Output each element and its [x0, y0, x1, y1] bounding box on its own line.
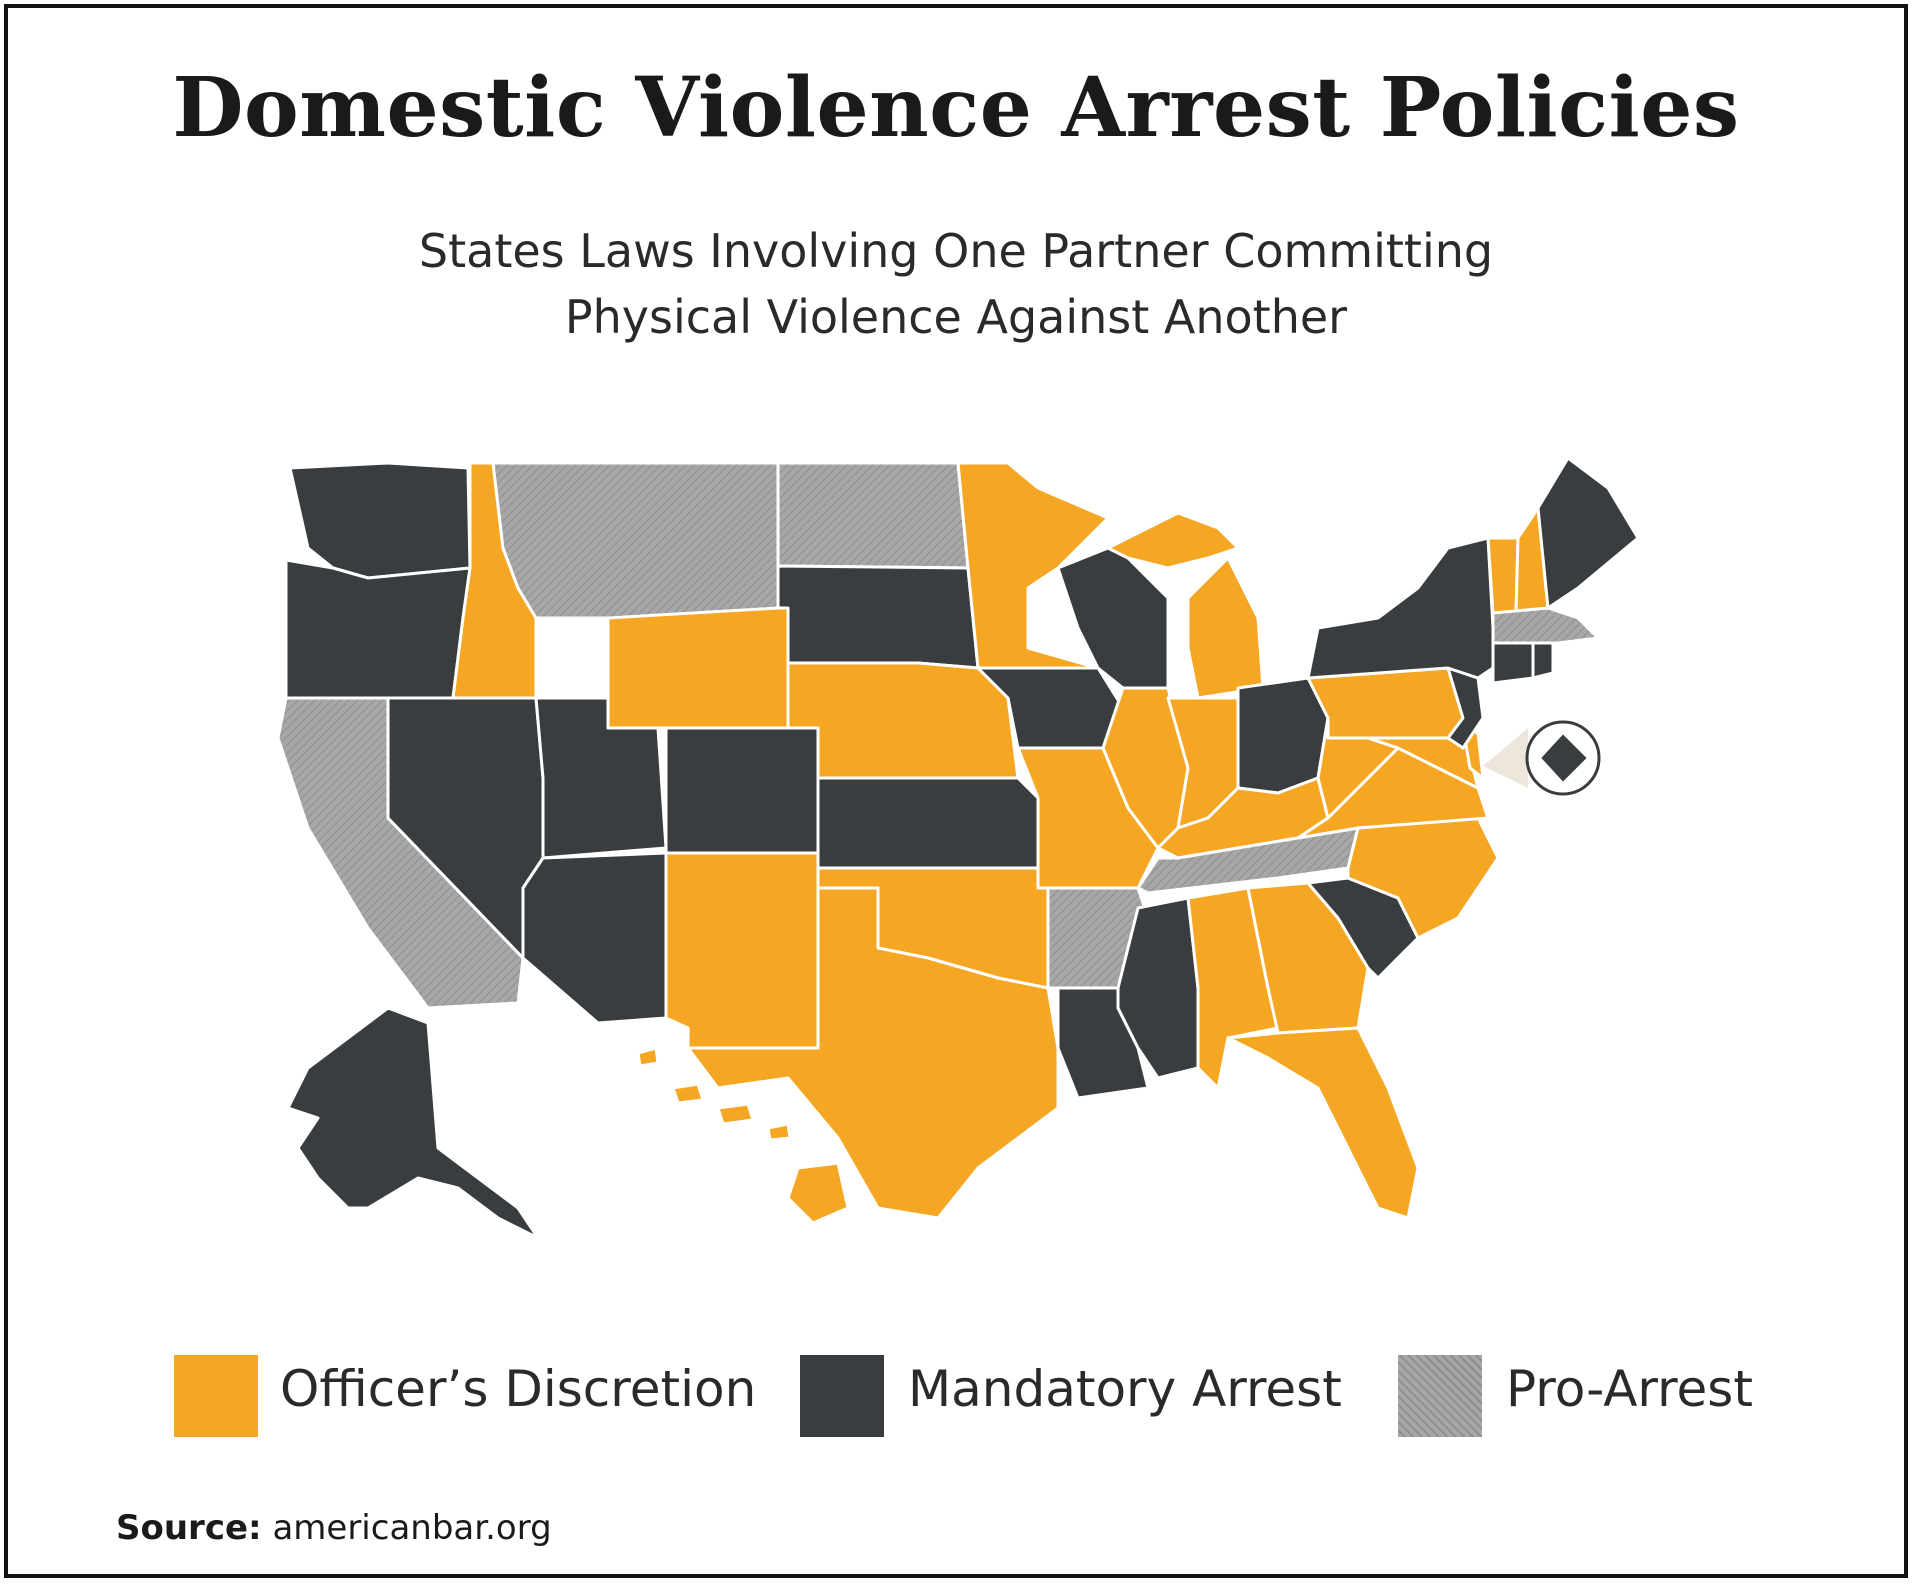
state-DC [1538, 731, 1590, 785]
state-MN [956, 461, 1110, 670]
us-map [278, 456, 1640, 1238]
state-MT [491, 461, 780, 620]
source-line: Source: americanbar.org [116, 1508, 552, 1548]
source-label: Source: [116, 1508, 262, 1548]
state-HI-5 [786, 1161, 850, 1225]
legend-label-officers-discretion: Officer’s Discretion [280, 1360, 757, 1418]
state-TX [686, 886, 1060, 1220]
state-NM [664, 851, 820, 1050]
state-FL [1226, 1026, 1420, 1220]
state-AK [286, 1006, 540, 1238]
state-HI-4 [766, 1122, 792, 1142]
state-CO [664, 726, 820, 855]
state-ME [1536, 456, 1640, 610]
page-title: Domestic Violence Arrest Policies [172, 60, 1740, 156]
state-MA [1491, 606, 1600, 645]
state-WA [288, 461, 472, 580]
legend-label-mandatory-arrest: Mandatory Arrest [908, 1360, 1342, 1418]
state-HI-2 [671, 1082, 705, 1105]
state-OR [284, 558, 472, 700]
state-WY [606, 606, 790, 730]
state-HI-3 [716, 1102, 755, 1126]
state-VT [1486, 536, 1520, 615]
state-KS [816, 776, 1040, 870]
legend-swatch-officers-discretion [174, 1355, 258, 1437]
infographic-frame: Domestic Violence Arrest Policies States… [4, 4, 1908, 1578]
legend-label-pro-arrest: Pro-Arrest [1506, 1360, 1753, 1418]
source-text: americanbar.org [272, 1508, 552, 1548]
subtitle-line-1: States Laws Involving One Partner Commit… [418, 224, 1494, 278]
state-UT [534, 696, 668, 860]
dc-callout [1483, 720, 1601, 796]
state-CT [1491, 641, 1535, 685]
state-RI [1531, 641, 1555, 680]
state-HI-1 [636, 1046, 660, 1068]
legend-swatch-pro-arrest [1398, 1355, 1482, 1437]
state-MI [1186, 556, 1265, 700]
state-ND [776, 461, 970, 570]
state-OH [1236, 676, 1330, 795]
subtitle-line-2: Physical Violence Against Another [564, 290, 1348, 344]
state-NE [786, 661, 1020, 780]
state-MI-UP [1106, 511, 1240, 570]
state-SD [776, 564, 980, 670]
state-PA [1306, 666, 1465, 740]
state-AZ [521, 851, 668, 1025]
subtitle: States Laws Involving One Partner Commit… [8, 218, 1904, 350]
dc-callout-beam [1483, 728, 1528, 788]
state-NY [1306, 536, 1495, 680]
legend-swatch-mandatory-arrest [800, 1355, 884, 1437]
